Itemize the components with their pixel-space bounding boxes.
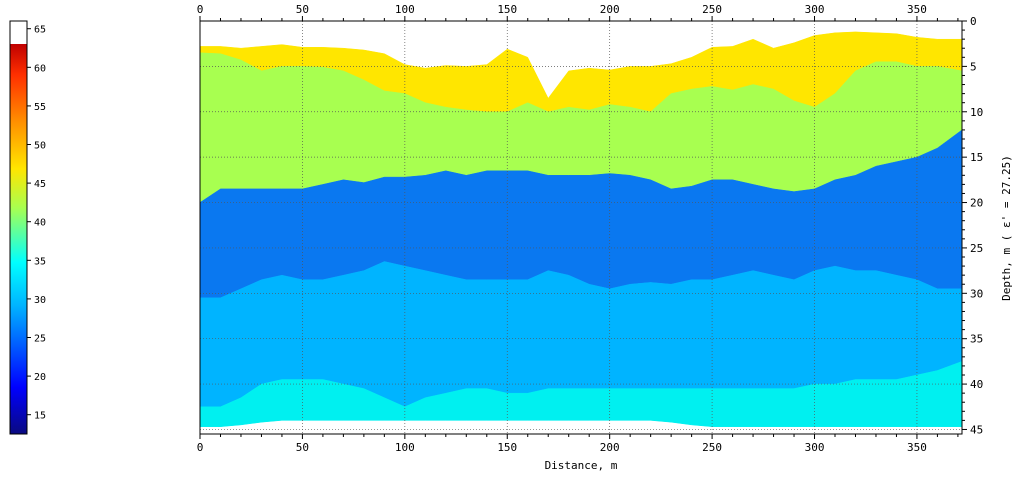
- colorbar-tick-label-45: 45: [34, 179, 46, 190]
- colorbar-tick-label-65: 65: [34, 25, 46, 36]
- colorbar-tick-label-25: 25: [34, 334, 46, 345]
- plot-frame: [199, 20, 963, 435]
- colorbar-tick-label-40: 40: [34, 218, 46, 229]
- colorbar: 15 20 25 30 35 40 45 50 55 60 65: [9, 20, 46, 435]
- plot-area: 0 50 100 150 200 250 300 350 0 50 100 150 200 250 300…: [197, 3, 984, 454]
- layer-band-5: [200, 361, 962, 427]
- colorbar-tick-label-55: 55: [34, 102, 46, 113]
- x-tick-label-top-250: 250: [702, 3, 722, 16]
- x-tick-label-top-150: 150: [497, 3, 517, 16]
- x-tick-label-bottom-100: 100: [395, 441, 415, 454]
- x-tick-label-top-200: 200: [600, 3, 620, 16]
- y-tick-label-35: 35: [970, 333, 983, 346]
- y-tick-label-5: 5: [970, 60, 977, 73]
- colorbar-tick-label-50: 50: [34, 141, 46, 152]
- x-tick-label-top-100: 100: [395, 3, 415, 16]
- x-tick-label-bottom-300: 300: [805, 441, 825, 454]
- colorbar-top-blank: [10, 21, 27, 44]
- x-axis-label: Distance, m: [545, 459, 618, 472]
- y-axis-label: Depth, m ( ε' = 27.25): [1000, 155, 1013, 301]
- y-tick-label-15: 15: [970, 151, 983, 164]
- y-tick-label-25: 25: [970, 242, 983, 255]
- colorbar-tick-label-15: 15: [34, 411, 46, 422]
- colorbar-gradient: [10, 44, 27, 434]
- x-tick-label-bottom-250: 250: [702, 441, 722, 454]
- colorbar-tick-label-20: 20: [34, 372, 46, 383]
- colorbar-tick-label-35: 35: [34, 256, 46, 267]
- y-tick-label-20: 20: [970, 197, 983, 210]
- y-tick-label-45: 45: [970, 423, 983, 436]
- x-tick-label-top-0: 0: [197, 3, 204, 16]
- y-tick-label-40: 40: [970, 378, 983, 391]
- y-tick-label-10: 10: [970, 106, 983, 119]
- x-tick-label-bottom-200: 200: [600, 441, 620, 454]
- x-tick-label-top-50: 50: [296, 3, 309, 16]
- colorbar-tick-label-60: 60: [34, 63, 46, 74]
- x-tick-label-bottom-350: 350: [907, 441, 927, 454]
- y-tick-label-0: 0: [970, 15, 977, 28]
- x-tick-label-top-350: 350: [907, 3, 927, 16]
- y-tick-label-30: 30: [970, 287, 983, 300]
- x-tick-label-bottom-50: 50: [296, 441, 309, 454]
- x-tick-label-bottom-0: 0: [197, 441, 204, 454]
- colorbar-tick-label-30: 30: [34, 295, 46, 306]
- colorbar-frame: [9, 20, 28, 435]
- x-tick-label-top-300: 300: [805, 3, 825, 16]
- x-tick-label-bottom-150: 150: [497, 441, 517, 454]
